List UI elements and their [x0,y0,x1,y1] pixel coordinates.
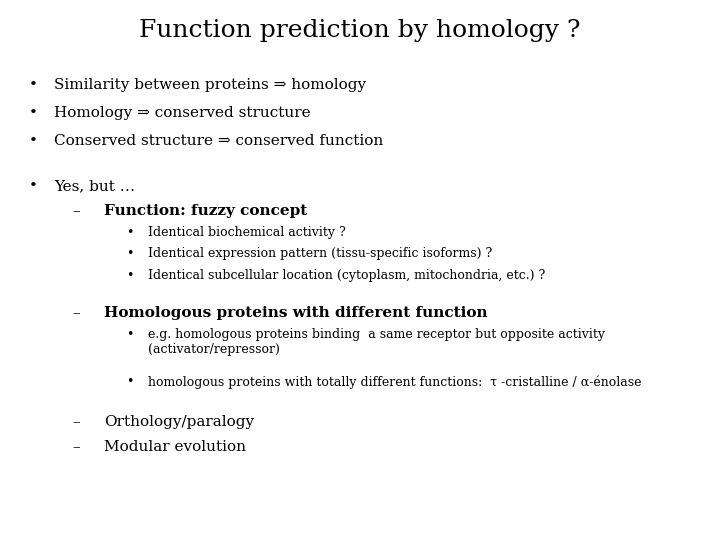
Text: Identical subcellular location (cytoplasm, mitochondria, etc.) ?: Identical subcellular location (cytoplas… [148,269,545,282]
Text: Homology ⇒ conserved structure: Homology ⇒ conserved structure [54,106,310,120]
Text: Identical expression pattern (tissu-specific isoforms) ?: Identical expression pattern (tissu-spec… [148,247,492,260]
Text: Homologous proteins with different function: Homologous proteins with different funct… [104,306,488,320]
Text: –: – [72,306,80,320]
Text: •: • [29,78,37,92]
Text: e.g. homologous proteins binding  a same receptor but opposite activity
(activat: e.g. homologous proteins binding a same … [148,328,605,356]
Text: homologous proteins with totally different functions:  τ -cristalline / α-énolas: homologous proteins with totally differe… [148,375,641,389]
Text: •: • [29,106,37,120]
Text: •: • [126,328,133,341]
Text: •: • [29,134,37,149]
Text: •: • [29,179,37,193]
Text: •: • [126,269,133,282]
Text: •: • [126,375,133,388]
Text: •: • [126,247,133,260]
Text: Function: fuzzy concept: Function: fuzzy concept [104,204,307,218]
Text: Conserved structure ⇒ conserved function: Conserved structure ⇒ conserved function [54,134,383,149]
Text: Function prediction by homology ?: Function prediction by homology ? [139,19,581,42]
Text: Similarity between proteins ⇒ homology: Similarity between proteins ⇒ homology [54,78,366,92]
Text: –: – [72,415,80,429]
Text: Identical biochemical activity ?: Identical biochemical activity ? [148,226,346,239]
Text: Yes, but …: Yes, but … [54,179,135,193]
Text: •: • [126,226,133,239]
Text: Orthology/paralogy: Orthology/paralogy [104,415,255,429]
Text: Modular evolution: Modular evolution [104,440,246,454]
Text: –: – [72,440,80,454]
Text: –: – [72,204,80,218]
